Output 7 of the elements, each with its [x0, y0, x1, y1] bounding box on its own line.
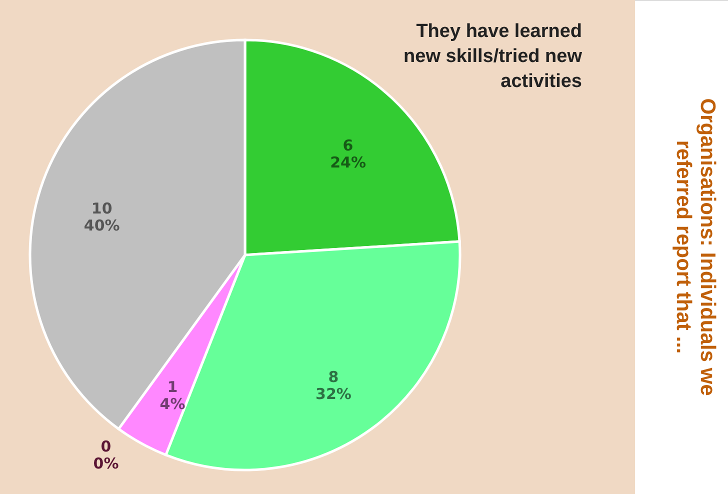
data-label: 1 4% — [160, 378, 186, 413]
text: 0 0% — [93, 437, 119, 472]
data-label: 8 32% — [316, 368, 352, 403]
text: Organisations: Individuals we referred report that ... — [672, 98, 719, 396]
data-label: 10 40% — [84, 199, 120, 234]
chart-subtitle: They have learned new skills/tried new activities — [404, 21, 582, 92]
data-label: 6 24% — [330, 136, 366, 172]
